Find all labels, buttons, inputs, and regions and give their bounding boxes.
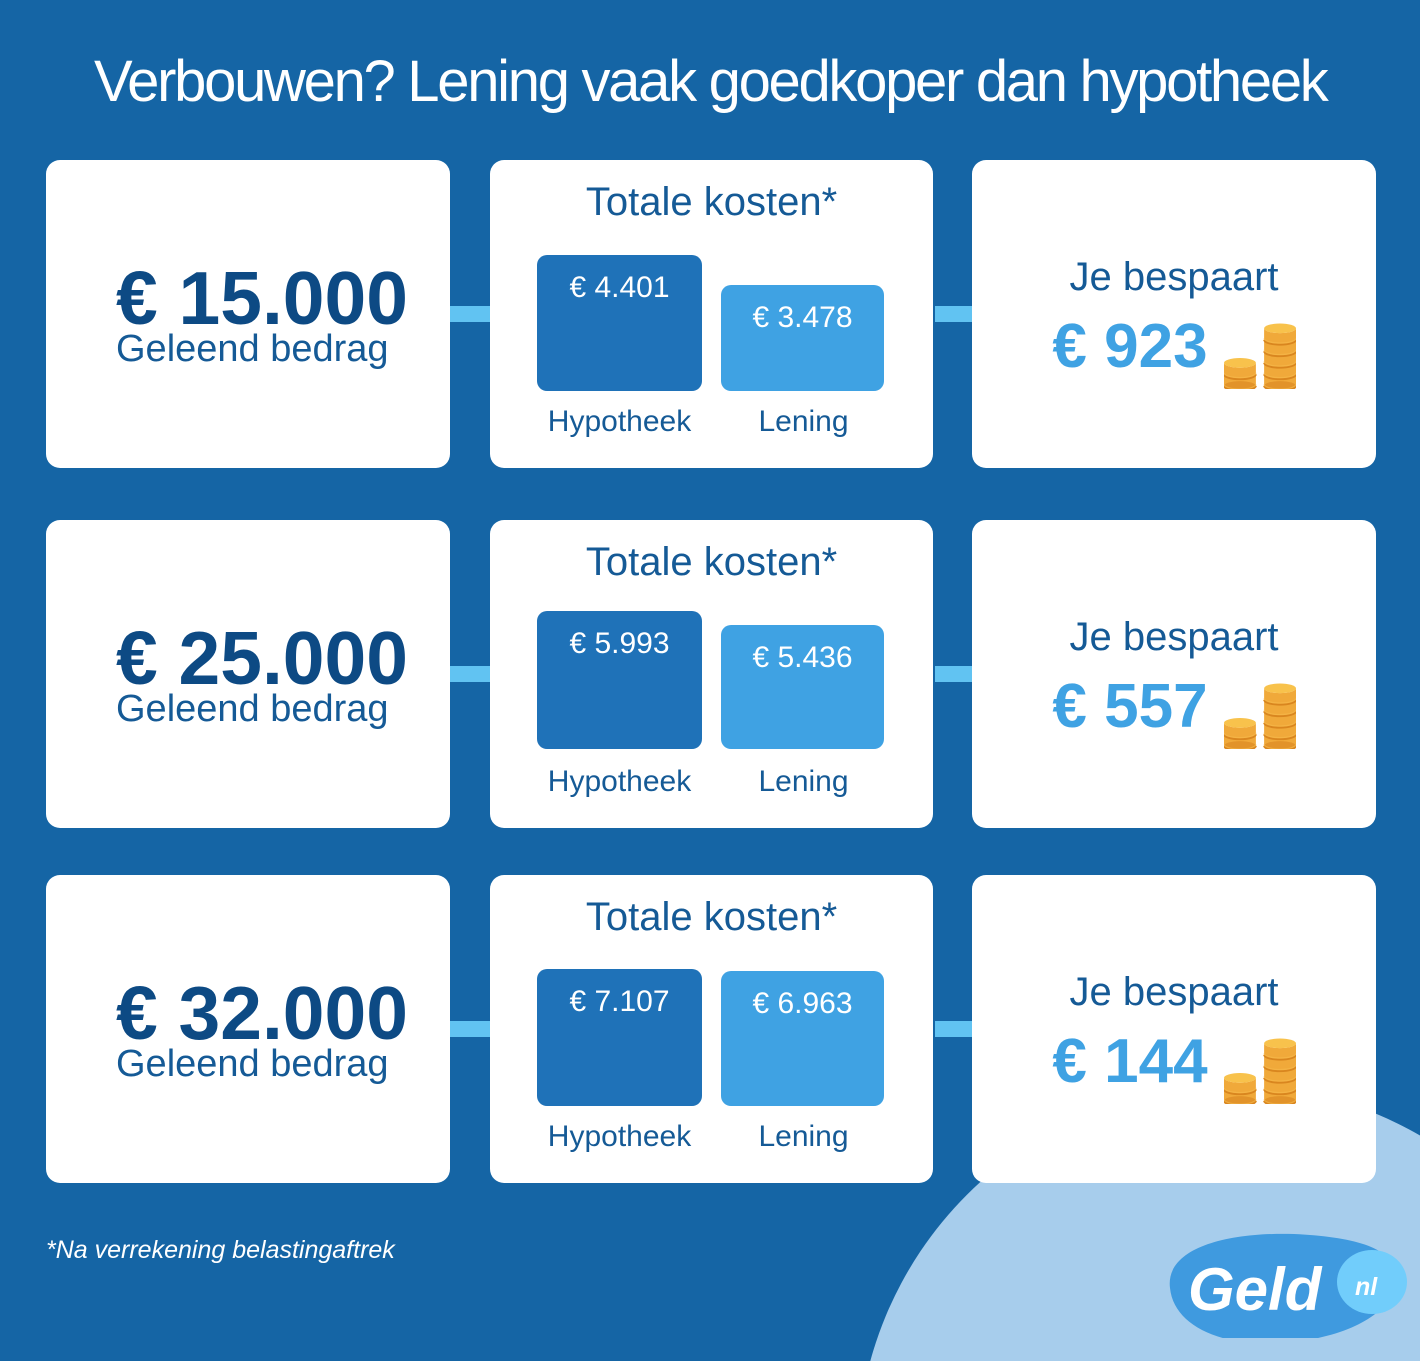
svg-text:Geld: Geld [1188,1256,1323,1323]
svg-text:nl: nl [1355,1273,1378,1301]
